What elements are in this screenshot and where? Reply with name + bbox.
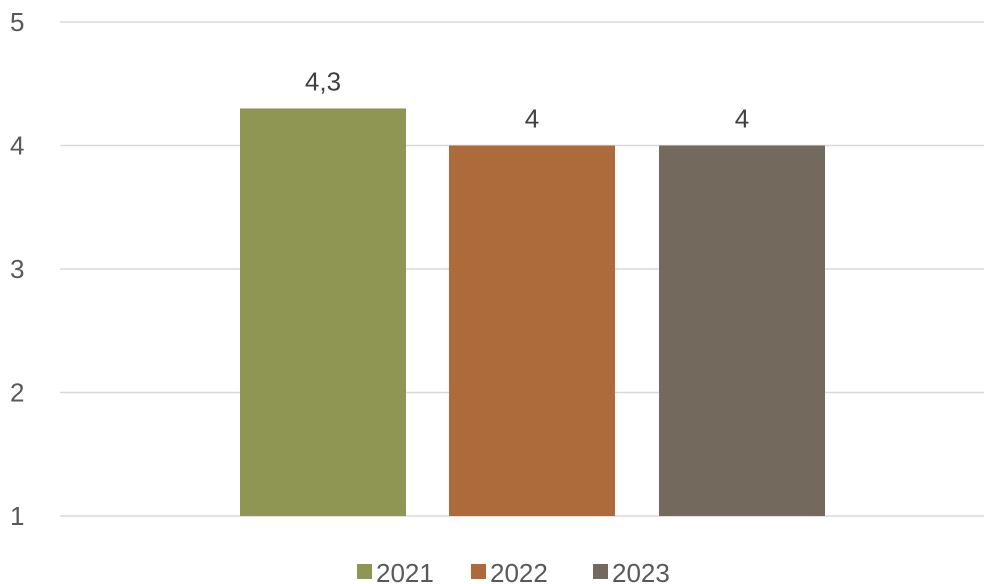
data-label-2023: 4 — [735, 104, 749, 134]
legend-swatch-2022 — [471, 564, 486, 579]
y-tick-label-4: 4 — [10, 131, 24, 161]
y-axis-tick-labels: 1 2 3 4 5 — [10, 7, 24, 531]
legend-label-2021: 2021 — [376, 558, 434, 584]
y-tick-label-1: 1 — [10, 501, 24, 531]
data-labels: 4,3 4 4 — [305, 66, 749, 133]
legend-label-2022: 2022 — [490, 558, 548, 584]
data-label-2022: 4 — [525, 104, 539, 134]
legend-label-2023: 2023 — [612, 558, 670, 584]
bar-2021 — [240, 108, 406, 516]
legend: 2021 2022 2023 — [357, 558, 670, 584]
y-tick-label-3: 3 — [10, 254, 24, 284]
bar-2022 — [449, 145, 615, 516]
legend-swatch-2021 — [357, 564, 372, 579]
y-tick-label-5: 5 — [10, 7, 24, 37]
legend-swatch-2023 — [593, 564, 608, 579]
y-tick-label-2: 2 — [10, 378, 24, 408]
bars — [240, 108, 825, 516]
bar-2023 — [659, 145, 825, 516]
data-label-2021: 4,3 — [305, 66, 341, 96]
